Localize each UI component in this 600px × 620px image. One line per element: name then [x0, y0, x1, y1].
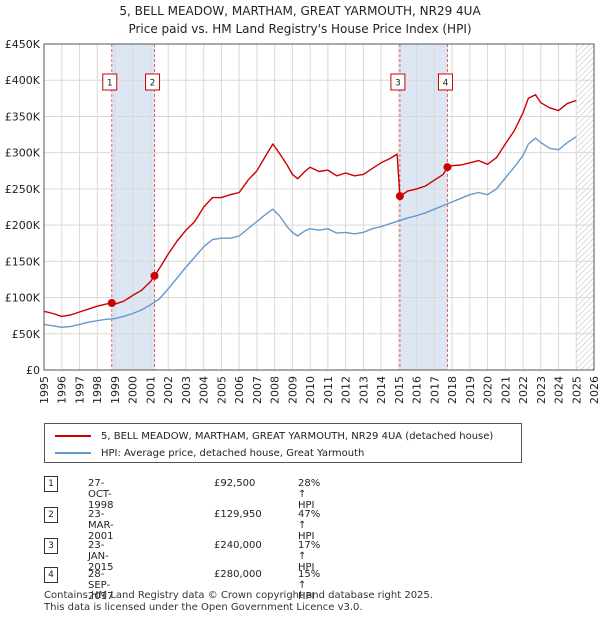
sale-number-badge: 2 — [44, 507, 58, 523]
chart-title: 5, BELL MEADOW, MARTHAM, GREAT YARMOUTH,… — [119, 4, 481, 18]
x-tick-label: 2013 — [357, 376, 370, 404]
x-tick-label: 2004 — [198, 376, 211, 404]
footer-line-licence: This data is licensed under the Open Gov… — [44, 602, 363, 613]
x-tick-label: 2009 — [286, 376, 299, 404]
legend-label-property: 5, BELL MEADOW, MARTHAM, GREAT YARMOUTH,… — [101, 430, 494, 442]
y-tick-label: £200K — [5, 219, 41, 232]
sale-price: £280,000 — [214, 569, 262, 580]
sale-price: £240,000 — [214, 540, 262, 551]
sale-date: 28-SEP-2017 — [88, 569, 114, 602]
sale-hpi-change: 47% ↑ HPI — [298, 509, 321, 542]
x-tick-label: 2020 — [482, 376, 495, 404]
sale-marker-box — [102, 73, 118, 91]
y-tick-label: £250K — [5, 183, 41, 196]
footer-attribution: Contains HM Land Registry data © Crown c… — [44, 590, 433, 614]
y-tick-label: £450K — [5, 38, 41, 51]
sale-hpi-change: 17% ↑ HPI — [298, 540, 321, 573]
x-tick-label: 2007 — [251, 376, 264, 404]
x-tick-label: 2021 — [499, 376, 512, 404]
sale-date: 23-JAN-2015 — [88, 540, 114, 573]
x-tick-label: 2003 — [180, 376, 193, 404]
sale-marker-box — [437, 73, 453, 91]
x-tick-label: 1995 — [38, 376, 51, 404]
x-tick-label: 1996 — [56, 376, 69, 404]
sale-point — [395, 192, 404, 201]
x-tick-label: 2010 — [304, 376, 317, 404]
y-tick-label: £50K — [12, 328, 41, 341]
x-tick-label: 2024 — [553, 376, 566, 404]
x-tick-label: 1998 — [91, 376, 104, 404]
sale-point — [443, 163, 452, 172]
legend-item-hpi: HPI: Average price, detached house, Grea… — [55, 445, 364, 461]
sale-point — [150, 271, 159, 280]
x-tick-label: 2023 — [535, 376, 548, 404]
y-tick-label: £350K — [5, 110, 41, 123]
legend-swatch-hpi — [55, 452, 91, 454]
legend: 5, BELL MEADOW, MARTHAM, GREAT YARMOUTH,… — [44, 423, 522, 463]
sale-marker-number: 4 — [443, 79, 449, 89]
sale-marker-number: 2 — [150, 79, 156, 89]
sale-price: £92,500 — [214, 478, 256, 489]
legend-label-hpi: HPI: Average price, detached house, Grea… — [101, 447, 365, 459]
sale-marker-box — [145, 73, 161, 91]
sale-number-badge: 3 — [44, 538, 58, 554]
sale-price: £129,950 — [214, 509, 262, 520]
price-chart: 5, BELL MEADOW, MARTHAM, GREAT YARMOUTH,… — [5, 4, 600, 404]
sale-number-badge: 4 — [44, 567, 58, 583]
x-tick-label: 2016 — [411, 376, 424, 404]
x-tick-label: 1999 — [109, 376, 122, 404]
sale-date: 23-MAR-2001 — [88, 509, 114, 542]
x-tick-label: 2001 — [144, 376, 157, 404]
x-tick-label: 2006 — [233, 376, 246, 404]
legend-item-property: 5, BELL MEADOW, MARTHAM, GREAT YARMOUTH,… — [55, 428, 493, 444]
x-tick-label: 2022 — [517, 376, 530, 404]
series-line-hpi — [43, 136, 577, 328]
x-tick-label: 1997 — [73, 376, 86, 404]
sale-marker-number: 3 — [395, 79, 401, 89]
sale-hpi-change: 15% ↑ HPI — [298, 569, 321, 602]
plot-area: 1 2 3 4 £0 £50K £100K £150K £200K £250K £300K £350K… — [5, 38, 600, 404]
x-tick-label: 2008 — [269, 376, 282, 404]
x-tick-label: 2026 — [588, 376, 600, 404]
plot-border — [43, 43, 595, 371]
y-tick-label: £100K — [5, 292, 41, 305]
x-tick-label: 2015 — [393, 376, 406, 404]
x-tick-label: 2002 — [162, 376, 175, 404]
x-tick-label: 2017 — [428, 376, 441, 404]
legend-swatch-property — [55, 435, 91, 437]
sale-number-badge: 1 — [44, 476, 58, 492]
y-tick-label: £400K — [5, 74, 41, 87]
footer-line-copyright: Contains HM Land Registry data © Crown c… — [44, 590, 433, 601]
x-tick-label: 2000 — [127, 376, 140, 404]
x-tick-label: 2005 — [215, 376, 228, 404]
x-tick-label: 2019 — [464, 376, 477, 404]
x-tick-label: 2011 — [322, 376, 335, 404]
sale-date: 27-OCT-1998 — [88, 478, 114, 511]
y-tick-label: £150K — [5, 255, 41, 268]
sale-hpi-change: 28% ↑ HPI — [298, 478, 321, 511]
hatched-future-area — [576, 44, 594, 370]
x-tick-label: 2025 — [570, 376, 583, 404]
y-tick-label: £300K — [5, 147, 41, 160]
x-tick-label: 2018 — [446, 376, 459, 404]
x-tick-label: 2014 — [375, 376, 388, 404]
chart-subtitle: Price paid vs. HM Land Registry's House … — [128, 22, 471, 36]
x-tick-label: 2012 — [340, 376, 353, 404]
sale-marker-box — [390, 73, 406, 91]
y-tick-label: £0 — [26, 364, 40, 377]
sale-marker-number: 1 — [107, 79, 113, 89]
series-line-property — [43, 93, 577, 318]
sale-point — [107, 298, 116, 307]
